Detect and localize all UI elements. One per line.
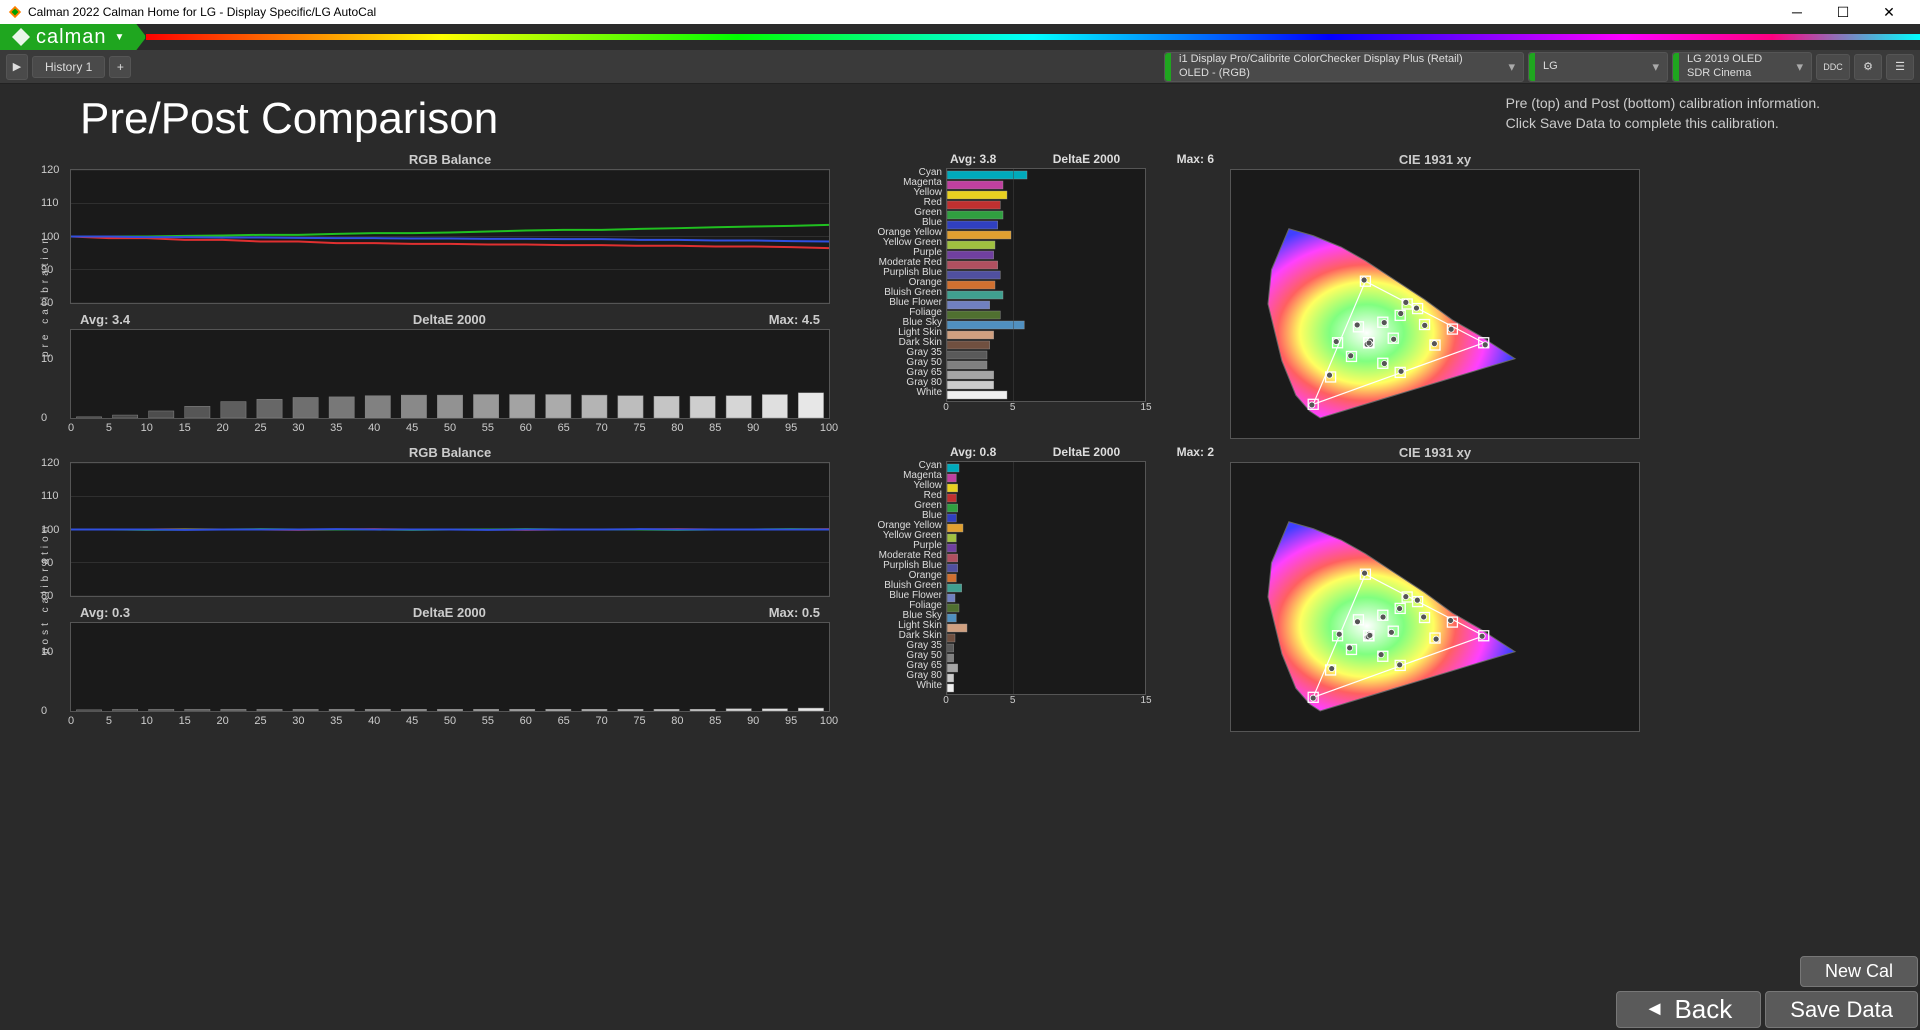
display-dropdown[interactable]: LG 2019 OLEDSDR Cinema ▾ [1672, 52, 1812, 82]
post-row: post calibration RGB Balance 80901001101… [40, 445, 1880, 732]
brand-bar: calman ▼ [0, 24, 1920, 50]
pre-label: pre calibration [40, 152, 60, 439]
toolbar: ▶ History 1 + i1 Display Pro/Calibrite C… [0, 50, 1920, 84]
delta-color-chart-pre: CyanMagentaYellowRedGreenBlueOrange Yell… [860, 168, 1220, 416]
pre-row: pre calibration RGB Balance 809010011012… [40, 152, 1880, 439]
page-title: Pre/Post Comparison [80, 94, 498, 144]
delta-gray-title-post: DeltaE 2000 [413, 605, 486, 620]
delta-color-chart-post: CyanMagentaYellowRedGreenBlueOrange Yell… [860, 461, 1220, 709]
sensor-line2: OLED - (RGB) [1179, 67, 1492, 80]
sensor-line1: i1 Display Pro/Calibrite ColorChecker Di… [1179, 53, 1492, 66]
logo-icon [12, 28, 30, 46]
ddc-button[interactable]: DDC [1816, 54, 1850, 80]
delta-color-title-pre: DeltaE 2000 [1053, 152, 1120, 166]
maximize-button[interactable]: ☐ [1820, 0, 1866, 24]
rgb-title-post: RGB Balance [70, 445, 830, 460]
info-line1: Pre (top) and Post (bottom) calibration … [1506, 94, 1820, 114]
save-data-button[interactable]: Save Data [1765, 991, 1918, 1028]
tab-add-button[interactable]: + [109, 56, 131, 78]
display-line1: LG 2019 OLED [1687, 53, 1780, 66]
cie-title-post: CIE 1931 xy [1230, 445, 1640, 460]
rainbow-bar [146, 34, 1920, 40]
delta-gray-title-pre: DeltaE 2000 [413, 312, 486, 327]
sensor-dropdown[interactable]: i1 Display Pro/Calibrite ColorChecker Di… [1164, 52, 1524, 82]
source-label: LG [1535, 58, 1644, 75]
delta-gray-avg-pre: Avg: 3.4 [80, 312, 130, 327]
post-label: post calibration [40, 445, 60, 732]
delta-color-max-post: Max: 2 [1177, 445, 1214, 459]
delta-gray-chart-pre: 0100510152025303540455055606570758085909… [70, 329, 830, 419]
cie-chart-pre [1230, 169, 1640, 439]
delta-gray-chart-post: 0100510152025303540455055606570758085909… [70, 622, 830, 712]
close-button[interactable]: ✕ [1866, 0, 1912, 24]
chevron-down-icon: ▾ [1788, 59, 1811, 75]
footer: New Cal Back Save Data [1614, 954, 1920, 1030]
rgb-balance-chart-pre: 8090100110120 [70, 169, 830, 304]
back-button[interactable]: Back [1616, 991, 1762, 1028]
new-cal-button[interactable]: New Cal [1800, 956, 1918, 987]
gear-icon[interactable]: ⚙ [1854, 54, 1882, 80]
app-icon [8, 5, 22, 19]
delta-color-avg-post: Avg: 0.8 [950, 445, 996, 459]
header-info: Pre (top) and Post (bottom) calibration … [1506, 94, 1820, 144]
window-titlebar: Calman 2022 Calman Home for LG - Display… [0, 0, 1920, 24]
display-line2: SDR Cinema [1687, 67, 1780, 80]
delta-color-avg-pre: Avg: 3.8 [950, 152, 996, 166]
rgb-title-pre: RGB Balance [70, 152, 830, 167]
nav-expand-button[interactable]: ▶ [6, 54, 28, 80]
calman-logo[interactable]: calman ▼ [0, 24, 146, 50]
rgb-balance-chart-post: 8090100110120 [70, 462, 830, 597]
tab-history-1[interactable]: History 1 [32, 56, 105, 78]
cie-title-pre: CIE 1931 xy [1230, 152, 1640, 167]
delta-gray-max-post: Max: 0.5 [769, 605, 820, 620]
window-title: Calman 2022 Calman Home for LG - Display… [28, 5, 1774, 19]
delta-gray-max-pre: Max: 4.5 [769, 312, 820, 327]
minimize-button[interactable]: ─ [1774, 0, 1820, 24]
chevron-down-icon: ▾ [1500, 59, 1523, 75]
delta-color-title-post: DeltaE 2000 [1053, 445, 1120, 459]
info-line2: Click Save Data to complete this calibra… [1506, 114, 1820, 134]
main-content: Pre/Post Comparison Pre (top) and Post (… [0, 84, 1920, 732]
delta-color-max-pre: Max: 6 [1177, 152, 1214, 166]
brand-text: calman [36, 26, 106, 49]
source-dropdown[interactable]: LG ▾ [1528, 52, 1668, 82]
chevron-down-icon: ▾ [1644, 59, 1667, 75]
menu-icon[interactable]: ☰ [1886, 54, 1914, 80]
cie-chart-post [1230, 462, 1640, 732]
delta-gray-avg-post: Avg: 0.3 [80, 605, 130, 620]
